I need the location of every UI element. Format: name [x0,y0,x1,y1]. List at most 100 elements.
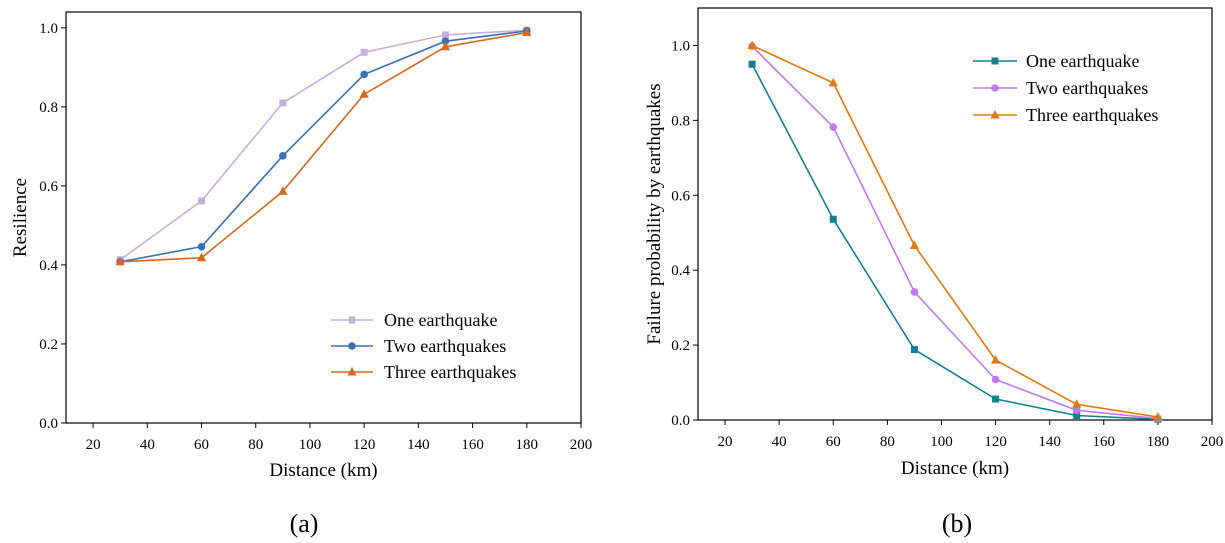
data-point-three-earthquakes [440,41,451,51]
x-tick-label: 180 [1147,434,1170,450]
x-tick-label: 80 [880,434,895,450]
series-two-earthquakes [748,42,1162,423]
x-tick-label: 100 [299,437,322,453]
data-point-three-earthquakes [990,355,1001,364]
x-tick-label: 200 [1201,434,1224,450]
y-tick-label: 0.0 [671,413,690,429]
chart-a: 20 40 60 80 100 120 140 160 180 200 0.0 0.2 0.4 0.6 0.… [10,11,592,538]
data-point-three-earthquakes [1072,399,1082,408]
x-tick-label: 20 [718,434,733,450]
data-point-one-earthquake [198,197,206,205]
data-point-three-earthquakes [278,186,288,195]
series-line-one-earthquake [751,63,1158,421]
data-point-two-earthquakes [991,375,1000,384]
series-line-three-earthquakes [120,31,527,263]
series-one-earthquake [116,26,531,264]
legend-label: Two earthquakes [384,336,506,356]
legend-marker [347,367,357,376]
legend-label: One earthquake [1026,51,1139,71]
x-tick-label: 160 [461,437,484,453]
data-point-one-earthquake [829,215,837,223]
y-tick-label: 0.4 [671,263,690,279]
series-line-three-earthquakes [751,44,1159,418]
legend-entry-two-earthquakes: Two earthquakes [973,78,1148,98]
x-tick-label: 100 [930,434,953,450]
legend-entry-three-earthquakes: Three earthquakes [331,362,516,382]
legend-marker [991,57,999,65]
x-axis-title: Distance (km) [269,460,377,481]
x-tick-label: 60 [826,434,841,450]
data-point-three-earthquakes [115,256,125,266]
data-point-three-earthquakes [196,252,207,262]
data-point-two-earthquakes [910,288,919,296]
y-axis-title: Resilience [10,178,31,257]
data-point-one-earthquake [748,60,756,68]
data-point-three-earthquakes [522,27,532,37]
data-point-three-earthquakes [909,240,920,249]
y-tick-label: 0.4 [39,258,58,274]
legend-label: Three earthquakes [384,362,516,382]
y-tick-label: 1.0 [671,38,690,54]
x-tick-label: 40 [772,434,787,450]
data-point-one-earthquake [360,48,368,56]
series-line-one-earthquake [119,29,527,261]
x-tick-label: 120 [984,434,1007,450]
data-point-three-earthquakes [747,40,757,49]
y-tick-label: 0.2 [39,337,58,353]
legend-marker [991,84,999,92]
data-point-one-earthquake [279,99,287,107]
data-point-one-earthquake [1073,412,1081,420]
x-tick-label: 140 [1038,434,1061,450]
series-three-earthquakes [747,40,1163,421]
legend-entry-three-earthquakes: Three earthquakes [973,105,1158,125]
y-tick-label: 1.0 [39,21,58,37]
legend-marker [348,342,356,350]
data-point-three-earthquakes [1153,412,1163,421]
y-tick-label: 0.8 [39,100,58,116]
legend-label: Three earthquakes [1026,105,1158,125]
data-point-two-earthquakes [360,70,368,79]
legend-label: Two earthquakes [1026,78,1148,98]
legend: One earthquake Two earthquakes Three earth… [973,51,1158,125]
legend: One earthquake Two earthquakes Three earth… [331,310,516,382]
legend-entry-one-earthquake: One earthquake [331,310,497,330]
y-tick-label: 0.8 [671,113,690,129]
series-two-earthquakes [116,27,531,266]
y-tick-label: 0.6 [671,188,690,204]
series-line-two-earthquakes [751,45,1158,420]
data-point-one-earthquake [992,395,1000,403]
legend-marker [348,316,356,324]
data-point-one-earthquake [910,346,918,354]
legend-marker [990,110,1000,119]
chart-caption: (b) [942,509,972,538]
series-line-two-earthquakes [120,30,527,263]
y-axis-title: Failure probability by earthquakes [644,83,665,344]
y-tick-label: 0.6 [39,179,58,195]
legend-entry-two-earthquakes: Two earthquakes [331,336,506,356]
x-tick-label: 40 [140,437,155,453]
chart-b: 20 40 60 80 100 120 140 160 180 200 0.0 0.2 0.4 0.6 0.… [644,7,1224,538]
data-point-three-earthquakes [828,77,838,87]
x-tick-label: 80 [248,437,263,453]
data-point-three-earthquakes [359,89,369,98]
series-three-earthquakes [115,27,532,266]
data-point-two-earthquakes [829,123,838,131]
plot-frame [65,11,582,424]
y-tick-label: 0.2 [671,338,690,354]
legend-entry-one-earthquake: One earthquake [973,51,1139,71]
data-point-one-earthquake [441,31,449,39]
data-point-two-earthquakes [1072,406,1081,415]
x-tick-label: 140 [407,437,430,453]
plot-frame [697,7,1213,421]
chart-caption: (a) [290,509,319,538]
data-point-two-earthquakes [279,152,287,160]
x-tick-label: 60 [194,437,209,453]
x-axis-title: Distance (km) [901,458,1009,479]
legend-label: One earthquake [384,310,497,330]
x-tick-label: 120 [353,437,376,453]
data-point-two-earthquakes [441,37,450,46]
data-point-two-earthquakes [197,242,206,251]
x-tick-label: 20 [86,437,101,453]
y-tick-label: 0.0 [39,416,58,432]
